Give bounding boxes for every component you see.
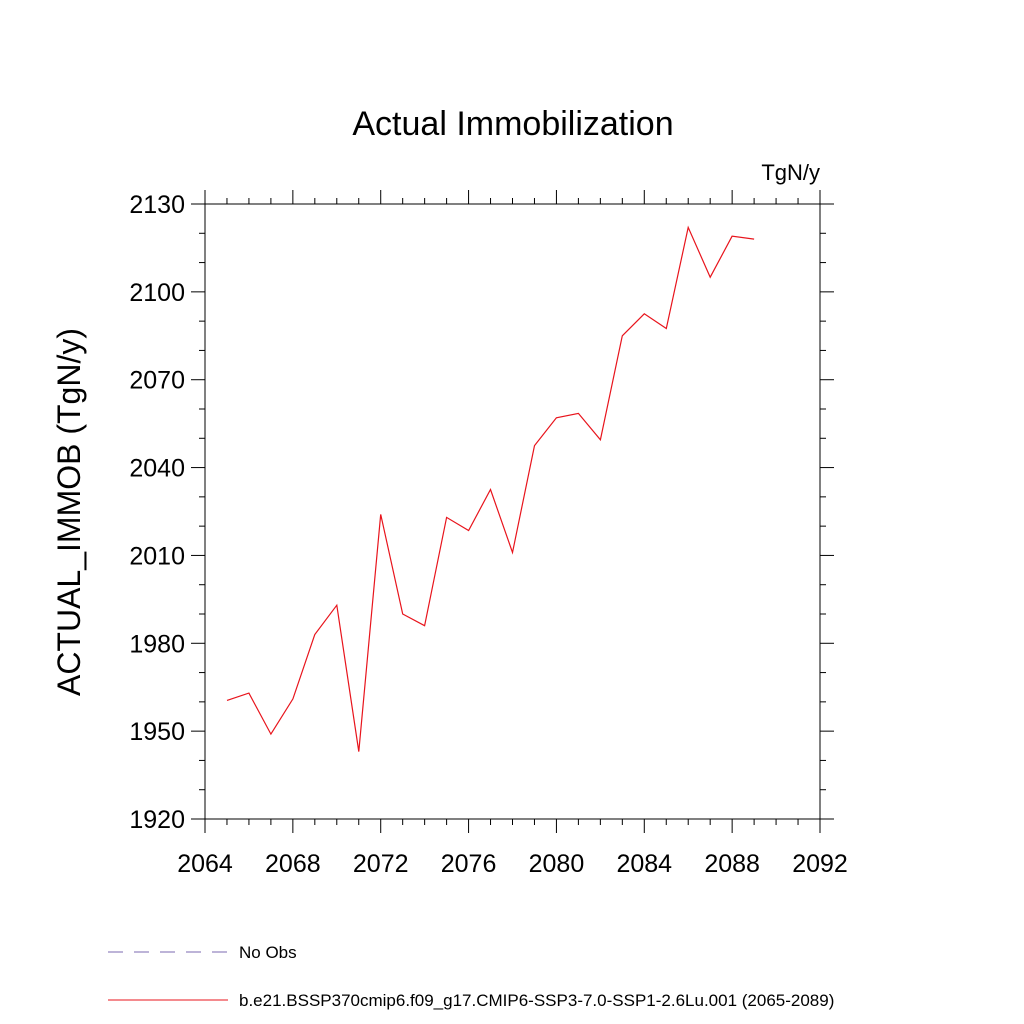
y-tick-label: 1920 <box>129 806 185 834</box>
legend-entry: No Obs <box>239 943 297 962</box>
x-tick-label: 2088 <box>704 850 760 878</box>
y-tick-label: 2010 <box>129 542 185 570</box>
axis-ticks <box>191 190 834 833</box>
chart-title: Actual Immobilization <box>352 105 673 143</box>
series-line-1 <box>226 225 755 752</box>
y-tick-label: 1950 <box>129 718 185 746</box>
axis-tick-labels: 2064 2068 2072 2076 2080 2084 2088 2092 1920 1950… <box>129 191 847 878</box>
x-tick-label: 2064 <box>177 850 233 878</box>
legend: No Obs b.e21.BSSP370cmip6.f09_g17.CMIP6-S… <box>108 943 834 1010</box>
legend-entry: b.e21.BSSP370cmip6.f09_g17.CMIP6-SSP3-7.… <box>239 991 834 1010</box>
x-tick-label: 2072 <box>353 850 409 878</box>
x-tick-label: 2068 <box>265 850 321 878</box>
x-tick-label: 2084 <box>616 850 672 878</box>
y-tick-label: 2100 <box>129 279 185 307</box>
plot-frame <box>204 203 821 820</box>
x-tick-label: 2080 <box>529 850 585 878</box>
y-axis-label: ACTUAL_IMMOB (TgN/y) <box>51 328 87 696</box>
x-tick-label: 2092 <box>792 850 848 878</box>
x-tick-label: 2076 <box>441 850 497 878</box>
units-label: TgN/y <box>761 160 820 185</box>
y-tick-label: 1980 <box>129 630 185 658</box>
y-tick-label: 2070 <box>129 367 185 395</box>
y-tick-label: 2040 <box>129 455 185 483</box>
y-tick-label: 2130 <box>129 191 185 219</box>
data-series <box>226 225 755 752</box>
